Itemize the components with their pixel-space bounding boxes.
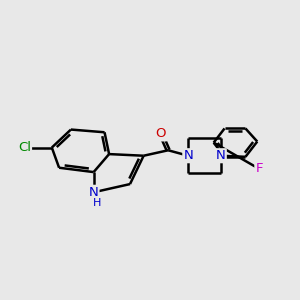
- Text: Cl: Cl: [18, 141, 31, 154]
- Text: F: F: [255, 162, 263, 175]
- Text: N: N: [216, 149, 226, 162]
- Text: N: N: [89, 186, 98, 199]
- Text: O: O: [156, 128, 166, 140]
- Text: H: H: [93, 198, 101, 208]
- Text: N: N: [183, 149, 193, 162]
